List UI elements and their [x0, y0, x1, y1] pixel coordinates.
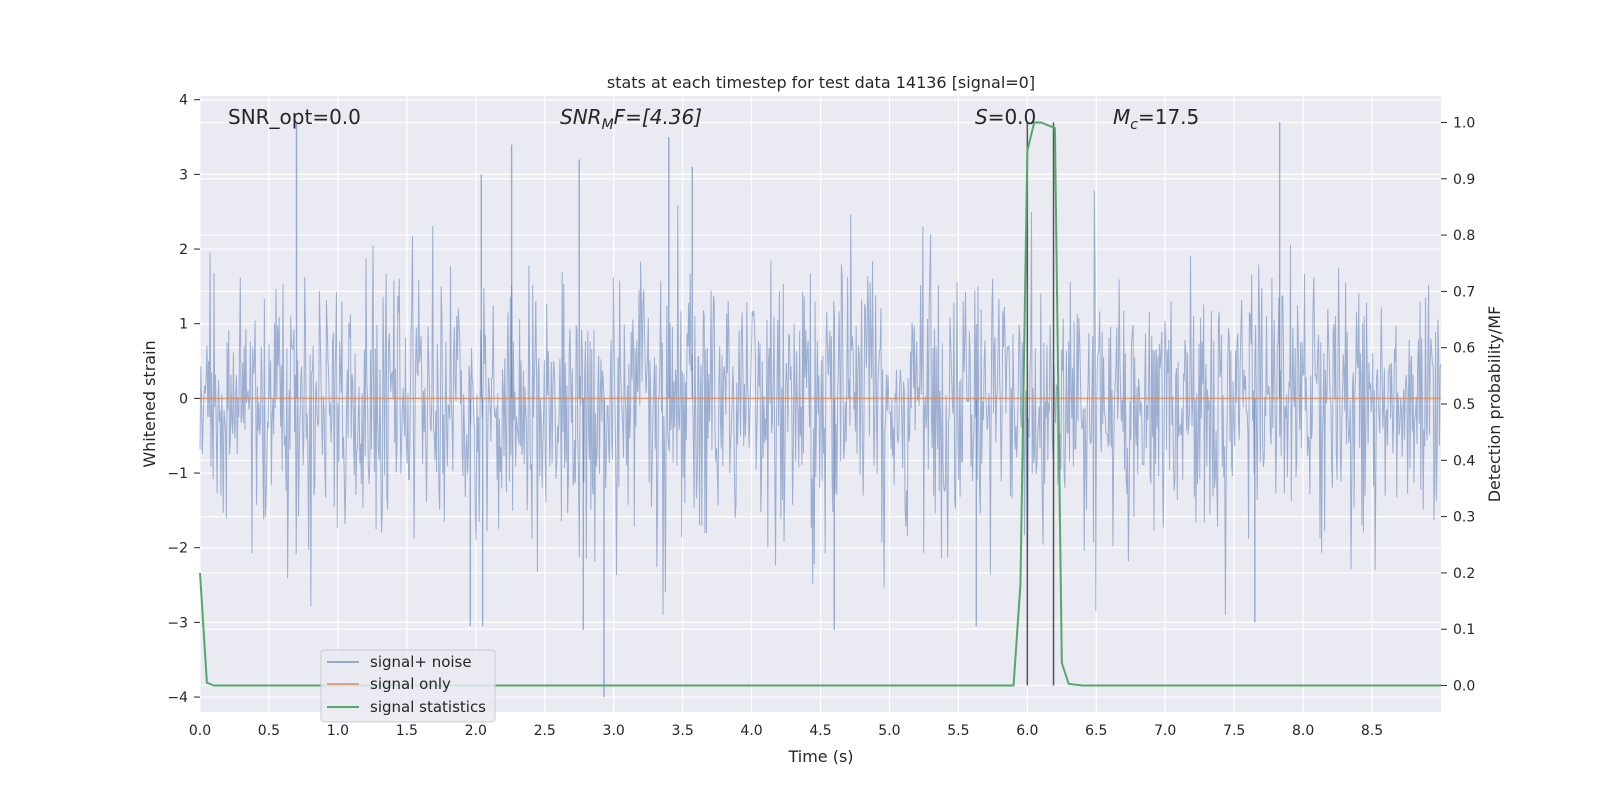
y2-tick-label: 0.9 [1453, 172, 1475, 188]
x-tick-label: 1.0 [327, 723, 349, 739]
y-axis-label: Whitened strain [140, 340, 159, 467]
y-tick-label: 3 [179, 167, 188, 183]
legend-label-stats: signal statistics [370, 698, 486, 716]
y2-axis-ticks: 1.0 0.9 0.8 0.7 0.6 0.5 0.4 0.3 0.2 0.1 0.0 [1441, 115, 1475, 695]
y-tick-label: 4 [179, 93, 188, 109]
snr-mf-rest: F=[4.36] [614, 105, 702, 129]
x-tick-label: 8.5 [1361, 723, 1383, 739]
snr-opt-annotation: SNR_opt=0.0 [228, 105, 361, 129]
chart-title: stats at each timestep for test data 141… [607, 73, 1035, 92]
x-tick-label: 2.5 [534, 723, 556, 739]
x-tick-label: 5.0 [878, 723, 900, 739]
y2-tick-label: 0.7 [1453, 284, 1475, 300]
s-main: S [975, 105, 988, 129]
s-annotation: S=0.0 [975, 105, 1036, 129]
y-tick-label: −2 [167, 541, 188, 557]
legend: signal+ noise signal only signal statist… [320, 649, 496, 723]
legend-frame [320, 649, 496, 723]
y2-tick-label: 0.8 [1453, 228, 1475, 244]
y2-tick-label: 0.3 [1453, 510, 1475, 526]
y2-tick-label: 0.4 [1453, 453, 1475, 469]
mc-sub: c [1130, 117, 1138, 133]
x-tick-label: 3.0 [603, 723, 625, 739]
y2-axis-label: Detection probability/MF [1485, 306, 1504, 503]
x-tick-label: 2.0 [465, 723, 487, 739]
x-tick-label: 4.0 [740, 723, 762, 739]
y-tick-label: −4 [167, 690, 188, 706]
signal-noise-series [199, 122, 1442, 698]
y2-tick-label: 0.5 [1453, 397, 1475, 413]
y2-tick-label: 0.1 [1453, 622, 1475, 638]
mc-rest: =17.5 [1138, 105, 1199, 129]
y-axis-ticks: 4 3 2 1 0 −1 −2 −3 −4 [167, 93, 200, 706]
y2-tick-label: 1.0 [1453, 115, 1475, 131]
snr-mf-annotation: SNRMF=[4.36] [560, 105, 702, 133]
snr-mf-main: SNR [560, 105, 602, 129]
x-tick-label: 8.0 [1292, 723, 1314, 739]
x-tick-label: 5.5 [947, 723, 969, 739]
y-tick-label: 2 [179, 242, 188, 258]
x-tick-label: 3.5 [671, 723, 693, 739]
y-tick-label: −3 [167, 615, 188, 631]
x-axis-label: Time (s) [787, 747, 853, 766]
event-markers [1026, 122, 1055, 686]
signal-statistics-line [199, 121, 1441, 687]
x-tick-label: 7.0 [1154, 723, 1176, 739]
legend-label-signal: signal only [370, 675, 451, 693]
y-tick-label: 0 [179, 391, 188, 407]
s-rest: =0.0 [988, 105, 1037, 129]
x-tick-label: 1.5 [396, 723, 418, 739]
x-tick-label: 7.5 [1223, 723, 1245, 739]
y-tick-label: −1 [167, 466, 188, 482]
y2-tick-label: 0.2 [1453, 566, 1475, 582]
x-tick-label: 0.5 [258, 723, 280, 739]
snr-mf-sub: M [602, 117, 614, 133]
x-tick-label: 6.0 [1016, 723, 1038, 739]
y-tick-label: 1 [179, 317, 188, 333]
mc-main: M [1113, 105, 1130, 129]
x-tick-label: 4.5 [809, 723, 831, 739]
mc-annotation: Mc=17.5 [1113, 105, 1199, 133]
legend-label-noise: signal+ noise [370, 653, 472, 671]
y2-tick-label: 0.6 [1453, 341, 1475, 357]
x-tick-label: 6.5 [1085, 723, 1107, 739]
y2-tick-label: 0.0 [1453, 679, 1475, 695]
x-axis-ticks: 0.0 0.5 1.0 1.5 2.0 2.5 3.0 3.5 4.0 4.5 5.0 5.5 6.0 6… [189, 723, 1383, 739]
noise-trace [199, 190, 1442, 615]
x-tick-label: 0.0 [189, 723, 211, 739]
signal-statistics-series [199, 121, 1441, 687]
